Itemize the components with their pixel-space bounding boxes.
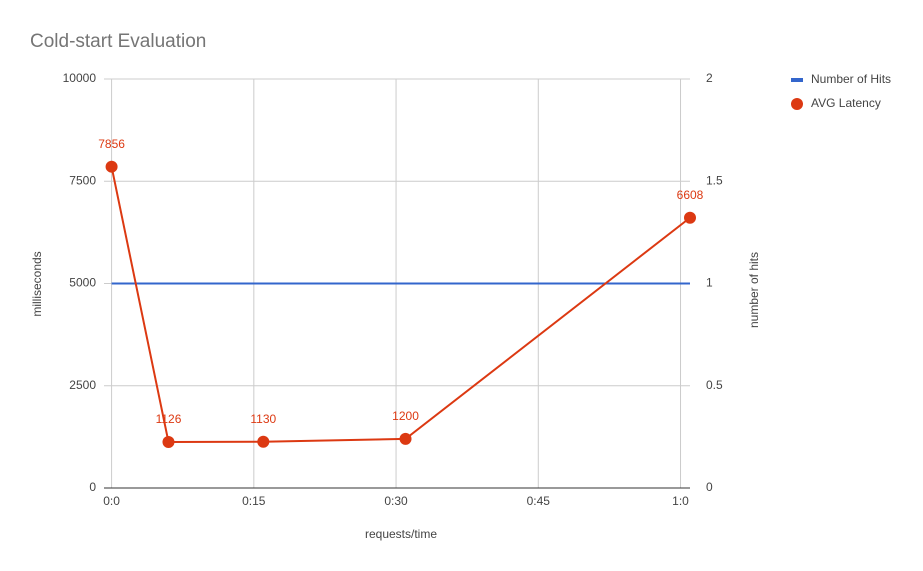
data-label: 1126 <box>156 412 182 426</box>
y2-tick-label: 2 <box>706 71 713 85</box>
x-tick-label: 0:30 <box>384 494 408 508</box>
y2-axis-label: number of hits <box>747 252 761 328</box>
data-label: 7856 <box>98 137 125 151</box>
y-tick-label: 2500 <box>69 378 96 392</box>
y2-tick-label: 0.5 <box>706 378 723 392</box>
y-tick-label: 10000 <box>63 71 97 85</box>
data-label: 1200 <box>392 409 419 423</box>
y2-tick-label: 0 <box>706 480 713 494</box>
data-point <box>257 435 270 448</box>
legend-label: Number of Hits <box>811 72 891 86</box>
x-tick-label: 0:15 <box>242 494 266 508</box>
y-tick-label: 0 <box>89 480 96 494</box>
data-point <box>684 211 696 224</box>
data-point <box>105 160 118 173</box>
y2-tick-label: 1 <box>706 276 713 290</box>
y-axis-label: milliseconds <box>30 251 44 316</box>
x-tick-label: 0:0 <box>103 494 120 508</box>
x-tick-label: 1:0 <box>672 494 689 508</box>
y-tick-label: 5000 <box>69 276 96 290</box>
data-label: 6608 <box>677 188 704 202</box>
x-tick-label: 0:45 <box>527 494 551 508</box>
series-line <box>110 166 691 443</box>
x-axis-label: requests/time <box>365 527 437 541</box>
y-tick-label: 7500 <box>69 173 96 187</box>
data-label: 1130 <box>250 412 276 426</box>
data-point <box>399 432 412 445</box>
data-point <box>162 435 175 448</box>
legend-marker <box>791 98 803 110</box>
chart-title: Cold-start Evaluation <box>30 31 206 52</box>
y2-tick-label: 1.5 <box>706 173 723 187</box>
legend-label: AVG Latency <box>811 96 881 110</box>
legend-marker <box>791 78 803 82</box>
